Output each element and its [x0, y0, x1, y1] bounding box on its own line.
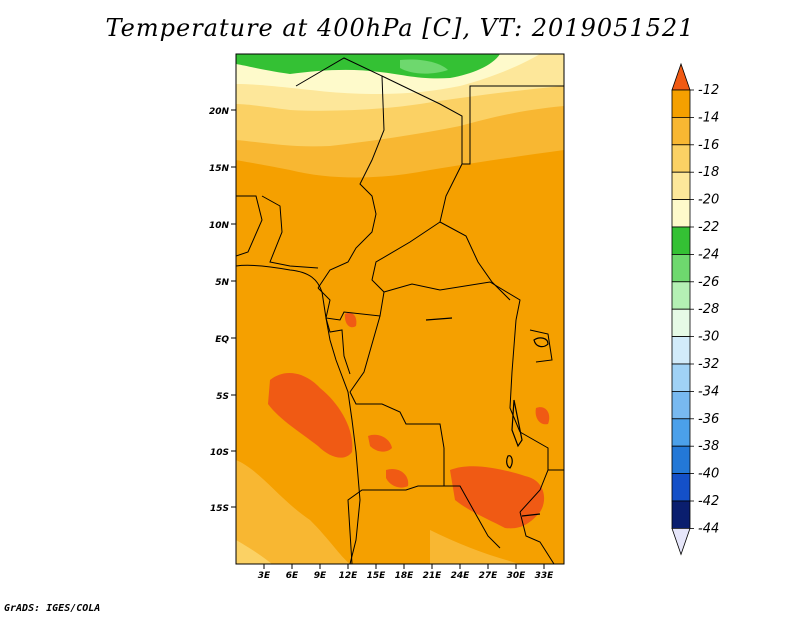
- credit-label: GrADS: IGES/COLA: [4, 603, 101, 614]
- lon-label-18e: 18E: [395, 564, 415, 581]
- lon-label-9e: 9E: [314, 564, 327, 581]
- svg-text:20N: 20N: [209, 107, 230, 117]
- lat-label-5n: 5N: [215, 278, 236, 288]
- lat-label-15s: 15S: [210, 504, 236, 514]
- lon-label-24e: 24E: [451, 564, 471, 581]
- band-minus26: [400, 59, 448, 74]
- colorbar-label: -20: [698, 193, 719, 208]
- svg-text:5N: 5N: [215, 278, 229, 288]
- lakes: [425, 317, 549, 517]
- map-frame: [235, 53, 565, 565]
- lon-label-3e: 3E: [258, 564, 271, 581]
- svg-text:15E: 15E: [367, 571, 387, 581]
- lat-label-20n: 20N: [209, 107, 236, 117]
- band-se: [430, 530, 520, 564]
- colorbar-label: -44: [698, 521, 719, 536]
- temperature-field: [236, 54, 564, 564]
- colorbar-swatch: [671, 336, 691, 365]
- colorbar-label: -42: [698, 494, 719, 509]
- map-title: Temperature at 400hPa [C], VT: 201905152…: [105, 14, 695, 42]
- svg-text:10S: 10S: [210, 448, 229, 458]
- colorbar-label: -32: [698, 357, 719, 372]
- lon-label-33e: 33E: [535, 564, 555, 581]
- colorbar-swatch: [671, 308, 691, 338]
- lon-axis: 3E 6E 9E 12E 15E 18E 21E 24E 27E 30E 33E: [258, 564, 554, 581]
- colorbar-swatch: [671, 253, 691, 283]
- colorbar-label: -34: [698, 384, 719, 399]
- svg-text:5S: 5S: [216, 392, 229, 402]
- colorbar-swatch: [671, 473, 691, 502]
- svg-text:21E: 21E: [423, 571, 443, 581]
- lat-label-10s: 10S: [210, 448, 236, 458]
- lat-label-10n: 10N: [209, 221, 236, 231]
- lon-label-6e: 6E: [286, 564, 299, 581]
- svg-text:15S: 15S: [210, 504, 229, 514]
- svg-text:3E: 3E: [258, 571, 271, 581]
- colorbar-label: -18: [698, 165, 719, 180]
- svg-text:15N: 15N: [209, 164, 230, 174]
- colorbar-bottom-arrow: [671, 528, 691, 556]
- colorbar-label: -38: [698, 439, 719, 454]
- colorbar-top-arrow: [671, 62, 691, 91]
- colorbar-swatch: [671, 390, 691, 420]
- patch-small4: [535, 407, 550, 425]
- colorbar-swatch: [671, 117, 691, 146]
- colorbar-label: -28: [698, 302, 719, 317]
- svg-text:18E: 18E: [395, 571, 415, 581]
- colorbar-swatch: [671, 144, 691, 173]
- country-borders: [236, 57, 564, 564]
- lon-label-27e: 27E: [479, 564, 499, 581]
- svg-text:30E: 30E: [507, 571, 527, 581]
- lon-label-21e: 21E: [423, 564, 443, 581]
- colorbar-swatch: [671, 363, 691, 392]
- colorbar-label: -14: [698, 110, 719, 125]
- lon-label-30e: 30E: [507, 564, 527, 581]
- colorbar-swatch: [671, 171, 691, 200]
- patch-small2: [386, 468, 409, 488]
- colorbar: -12 -14 -16 -18 -20 -22 -24 -26 -28 -30 -32 -34 -36 -…: [671, 62, 719, 556]
- colorbar-label: -22: [698, 220, 719, 235]
- colorbar-swatch: [671, 418, 691, 447]
- lon-label-12e: 12E: [339, 564, 359, 581]
- lat-label-eq: EQ: [215, 335, 236, 345]
- patch-small3: [344, 312, 357, 328]
- lat-label-5s: 5S: [216, 392, 236, 402]
- colorbar-label: -24: [698, 247, 719, 262]
- colorbar-label: -16: [698, 138, 719, 153]
- colorbar-label: -12: [698, 83, 719, 98]
- colorbar-swatch: [671, 445, 691, 475]
- colorbar-swatch: [671, 281, 691, 310]
- colorbar-swatch: [671, 226, 691, 255]
- lon-label-15e: 15E: [367, 564, 387, 581]
- coastline: [236, 264, 361, 564]
- band-sw-light: [236, 540, 272, 564]
- svg-text:10N: 10N: [209, 221, 230, 231]
- band-sw: [236, 460, 350, 564]
- patch-small1: [368, 434, 392, 452]
- colorbar-label: -26: [698, 275, 719, 290]
- colorbar-swatch: [671, 500, 691, 529]
- svg-text:6E: 6E: [286, 571, 299, 581]
- lat-axis: 20N 15N 10N 5N EQ 5S 10S 15S: [209, 107, 236, 514]
- svg-text:33E: 33E: [535, 571, 555, 581]
- lat-label-15n: 15N: [209, 164, 236, 174]
- svg-text:27E: 27E: [479, 571, 499, 581]
- colorbar-swatch: [671, 199, 691, 228]
- colorbar-label: -36: [698, 412, 719, 427]
- svg-text:9E: 9E: [314, 571, 327, 581]
- colorbar-label: -30: [698, 330, 719, 345]
- colorbar-label: -40: [698, 467, 719, 482]
- svg-text:EQ: EQ: [215, 335, 229, 345]
- patch-angola-coast: [268, 373, 353, 458]
- svg-text:12E: 12E: [339, 571, 359, 581]
- svg-text:24E: 24E: [451, 571, 471, 581]
- colorbar-swatch: [671, 89, 691, 118]
